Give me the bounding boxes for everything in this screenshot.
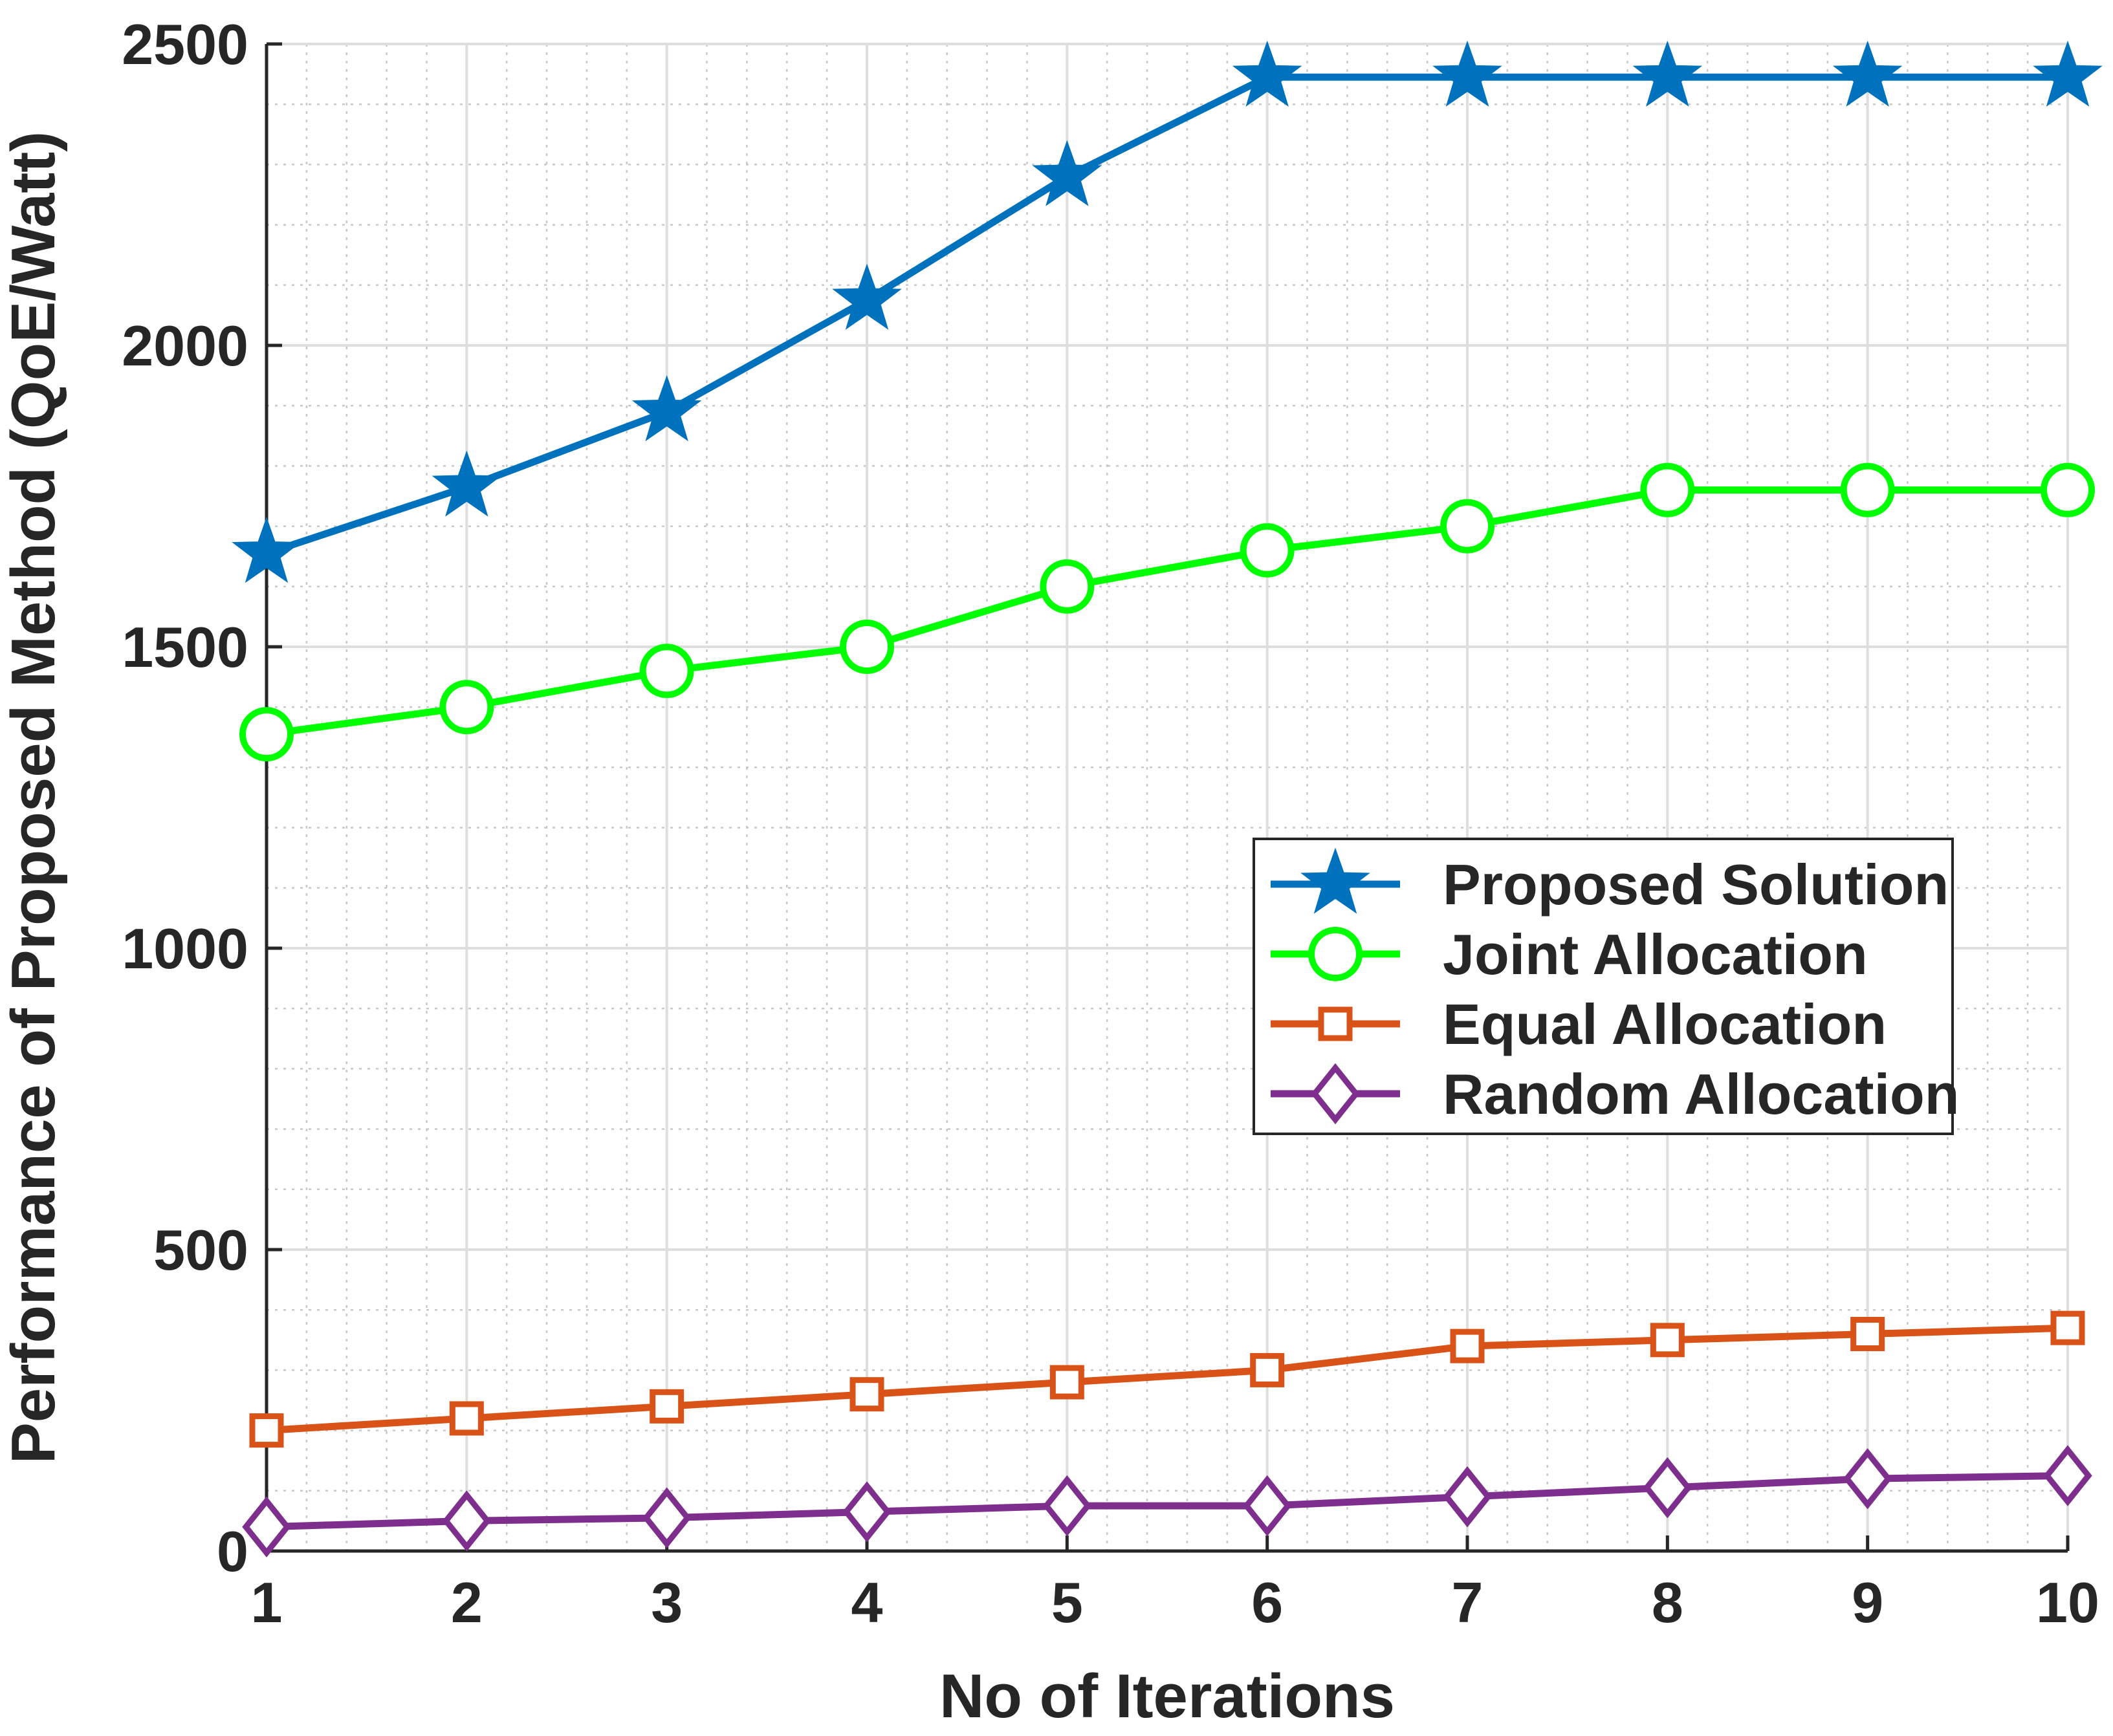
- series-line-proposed-solution: [265, 73, 2068, 557]
- data-point-random-allocation: [842, 1481, 892, 1543]
- y-tick-label: 2500: [122, 12, 248, 76]
- data-point-random-allocation: [1242, 1475, 1292, 1537]
- legend-label-joint-allocation: Joint Allocation: [1443, 922, 1868, 986]
- legend-marker-equal-allocation: [1318, 1006, 1353, 1041]
- y-tick-label: 500: [153, 1218, 248, 1282]
- legend-item-proposed-solution: Proposed Solution: [1271, 847, 1949, 917]
- y-axis-label: Performance of Proposed Method (QoE/Watt…: [0, 131, 68, 1464]
- y-tick-label: 2000: [122, 314, 248, 378]
- x-tick-label: 7: [1452, 1570, 1483, 1634]
- y-tick-label: 0: [217, 1519, 248, 1583]
- x-axis-label: No of Iterations: [939, 1662, 1395, 1731]
- series-proposed-solution: [232, 40, 2103, 583]
- x-tick-label: 3: [651, 1570, 683, 1634]
- data-point-random-allocation: [442, 1490, 492, 1552]
- legend-box: [1253, 838, 1954, 1135]
- legend-label-equal-allocation: Equal Allocation: [1443, 992, 1887, 1056]
- legend-marker-proposed-solution: [1300, 847, 1370, 914]
- legend-marker-random-allocation: [1311, 1063, 1360, 1125]
- data-point-joint-allocation: [1440, 499, 1494, 554]
- data-point-equal-allocation: [1650, 1323, 1685, 1358]
- series-random-allocation: [242, 1445, 2092, 1557]
- x-tick-label: 2: [451, 1570, 483, 1634]
- series-line-random-allocation: [266, 1472, 2068, 1531]
- data-point-joint-allocation: [1640, 462, 1695, 517]
- data-point-equal-allocation: [1049, 1365, 1084, 1400]
- x-tick-label: 9: [1852, 1570, 1883, 1634]
- data-point-random-allocation: [242, 1496, 291, 1557]
- data-point-proposed-solution: [1432, 40, 1502, 107]
- data-point-proposed-solution: [1232, 40, 1302, 107]
- data-point-proposed-solution: [832, 263, 902, 330]
- data-point-joint-allocation: [1240, 523, 1295, 578]
- data-point-joint-allocation: [840, 620, 894, 674]
- series-equal-allocation: [249, 1310, 2085, 1448]
- data-point-random-allocation: [1643, 1457, 1692, 1519]
- data-point-joint-allocation: [639, 644, 694, 699]
- data-point-equal-allocation: [449, 1401, 484, 1436]
- series-joint-allocation: [239, 462, 2095, 762]
- series-line-equal-allocation: [266, 1324, 2068, 1435]
- data-point-proposed-solution: [2033, 40, 2103, 107]
- minor-grid: [267, 44, 2068, 1551]
- data-point-proposed-solution: [1632, 40, 1703, 107]
- data-point-equal-allocation: [249, 1413, 284, 1448]
- data-point-random-allocation: [1843, 1448, 1892, 1510]
- data-point-proposed-solution: [1832, 40, 1903, 107]
- legend-label-proposed-solution: Proposed Solution: [1443, 852, 1949, 917]
- x-tick-label: 4: [851, 1570, 883, 1634]
- legend-item-joint-allocation: Joint Allocation: [1271, 922, 1868, 986]
- y-tick-labels: 0 500 1000 1500 2000 2500: [122, 12, 248, 1583]
- x-tick-labels: 1 2 3 4 5 6 7 8 9 10: [251, 1570, 2099, 1634]
- data-point-random-allocation: [1443, 1466, 1492, 1528]
- plot-area: [267, 44, 2068, 1551]
- x-tick-label: 10: [2036, 1570, 2099, 1634]
- data-point-random-allocation: [2043, 1445, 2092, 1506]
- legend-item-random-allocation: Random Allocation: [1271, 1062, 1960, 1126]
- data-point-random-allocation: [642, 1487, 692, 1548]
- data-point-proposed-solution: [432, 450, 502, 517]
- x-tick-label: 1: [251, 1570, 283, 1634]
- y-tick-label: 1000: [122, 917, 248, 981]
- legend-label-random-allocation: Random Allocation: [1443, 1062, 1960, 1126]
- data-point-proposed-solution: [1032, 140, 1102, 206]
- data-point-joint-allocation: [439, 680, 494, 735]
- series-line-joint-allocation: [266, 486, 2068, 738]
- data-point-equal-allocation: [1450, 1329, 1485, 1363]
- x-tick-label: 8: [1652, 1570, 1683, 1634]
- data-point-proposed-solution: [631, 374, 702, 442]
- legend-marker-joint-allocation: [1308, 927, 1363, 981]
- data-point-equal-allocation: [1850, 1316, 1885, 1351]
- legend-item-equal-allocation: Equal Allocation: [1271, 992, 1887, 1056]
- data-point-proposed-solution: [232, 516, 301, 583]
- data-point-joint-allocation: [2041, 462, 2095, 517]
- x-tick-label: 5: [1051, 1570, 1083, 1634]
- data-point-joint-allocation: [1840, 462, 1895, 517]
- data-point-joint-allocation: [239, 707, 294, 762]
- y-tick-label: 1500: [122, 615, 248, 679]
- data-point-equal-allocation: [849, 1377, 884, 1412]
- data-point-equal-allocation: [1250, 1352, 1285, 1387]
- series-layer: [232, 40, 2103, 1557]
- data-point-equal-allocation: [650, 1389, 684, 1424]
- x-tick-label: 6: [1251, 1570, 1283, 1634]
- data-point-random-allocation: [1042, 1475, 1092, 1537]
- data-point-joint-allocation: [1040, 559, 1095, 614]
- data-point-equal-allocation: [2050, 1310, 2085, 1345]
